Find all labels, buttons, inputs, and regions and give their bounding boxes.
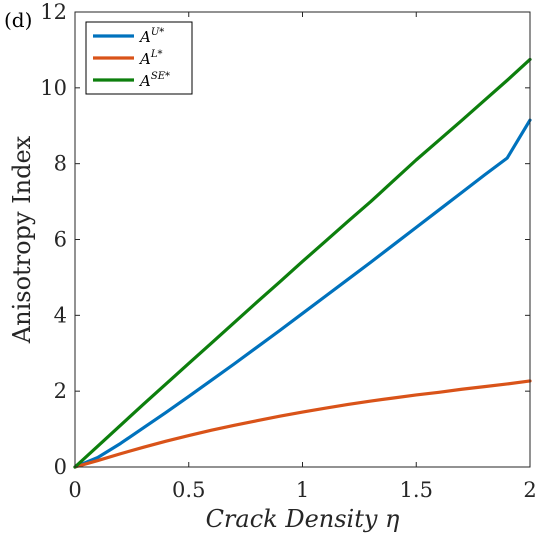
y-tick-label: 6 [54,228,67,252]
x-tick-label: 0 [68,478,81,502]
series-line-lstar [73,379,532,469]
legend: AU* AL* ASE* [85,21,193,95]
legend-entry: AL* [138,49,162,68]
ticks-layer: 0 0.5 1 1.5 2 0 2 4 6 8 10 12 [40,0,536,502]
y-tick-label: 8 [54,152,67,176]
legend-entry: AU* [138,27,164,46]
x-tick-label: 2 [523,478,536,502]
y-tick-label: 4 [54,303,67,327]
series-line-ustar [73,118,532,469]
panel-label: (d) [4,8,32,32]
series-layer [73,57,532,469]
y-tick-label: 12 [40,0,67,24]
y-tick-label: 0 [54,455,67,479]
y-tick-label: 10 [40,76,67,100]
legend-entry: ASE* [138,71,170,90]
y-axis-label: Anisotropy Index [8,135,36,344]
series-line-sestar [73,57,532,469]
x-tick-label: 1.5 [400,478,433,502]
x-tick-label: 1 [296,478,309,502]
y-tick-label: 2 [54,379,67,403]
x-axis-label: Crack Density η [206,505,400,533]
x-tick-label: 0.5 [172,478,205,502]
